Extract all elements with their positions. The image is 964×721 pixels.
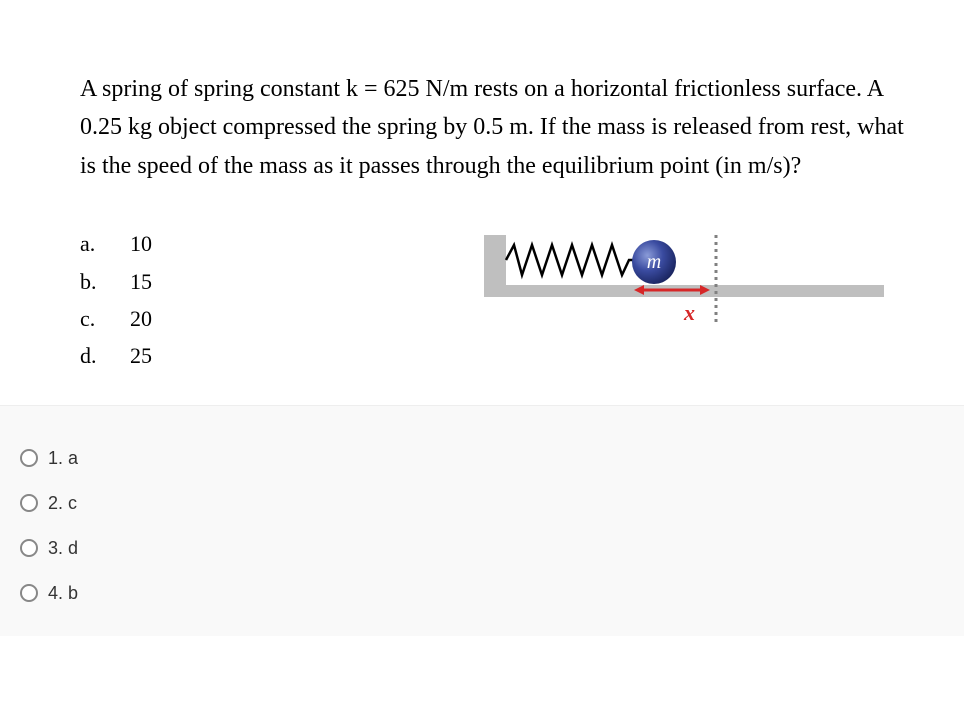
radio-option-3[interactable]: 3. d	[20, 526, 944, 571]
radio-circle-icon[interactable]	[20, 449, 38, 467]
option-value: 15	[130, 263, 152, 300]
radio-label: 4. b	[48, 583, 78, 604]
options-list: a. 10 b. 15 c. 20 d. 25	[80, 225, 152, 375]
radio-option-4[interactable]: 4. b	[20, 571, 944, 616]
option-value: 25	[130, 337, 152, 374]
option-b: b. 15	[80, 263, 152, 300]
mass-label: m	[647, 251, 661, 273]
spring-mass-diagram: m x	[484, 230, 884, 335]
option-letter: c.	[80, 300, 110, 337]
option-value: 10	[130, 225, 152, 262]
option-letter: a.	[80, 225, 110, 262]
radio-option-2[interactable]: 2. c	[20, 481, 944, 526]
radio-option-1[interactable]: 1. a	[20, 436, 944, 481]
radio-label: 2. c	[48, 493, 77, 514]
x-label: x	[683, 300, 695, 325]
option-letter: b.	[80, 263, 110, 300]
option-c: c. 20	[80, 300, 152, 337]
radio-circle-icon[interactable]	[20, 494, 38, 512]
question-text: A spring of spring constant k = 625 N/m …	[80, 70, 904, 185]
option-d: d. 25	[80, 337, 152, 374]
question-container: A spring of spring constant k = 625 N/m …	[0, 0, 964, 405]
answer-section: 1. a 2. c 3. d 4. b	[0, 405, 964, 636]
radio-label: 1. a	[48, 448, 78, 469]
spring-shape	[506, 245, 639, 275]
option-letter: d.	[80, 337, 110, 374]
option-value: 20	[130, 300, 152, 337]
diagram-svg: m x	[484, 230, 884, 330]
radio-circle-icon[interactable]	[20, 584, 38, 602]
options-diagram-row: a. 10 b. 15 c. 20 d. 25	[80, 225, 904, 375]
option-a: a. 10	[80, 225, 152, 262]
radio-circle-icon[interactable]	[20, 539, 38, 557]
radio-label: 3. d	[48, 538, 78, 559]
